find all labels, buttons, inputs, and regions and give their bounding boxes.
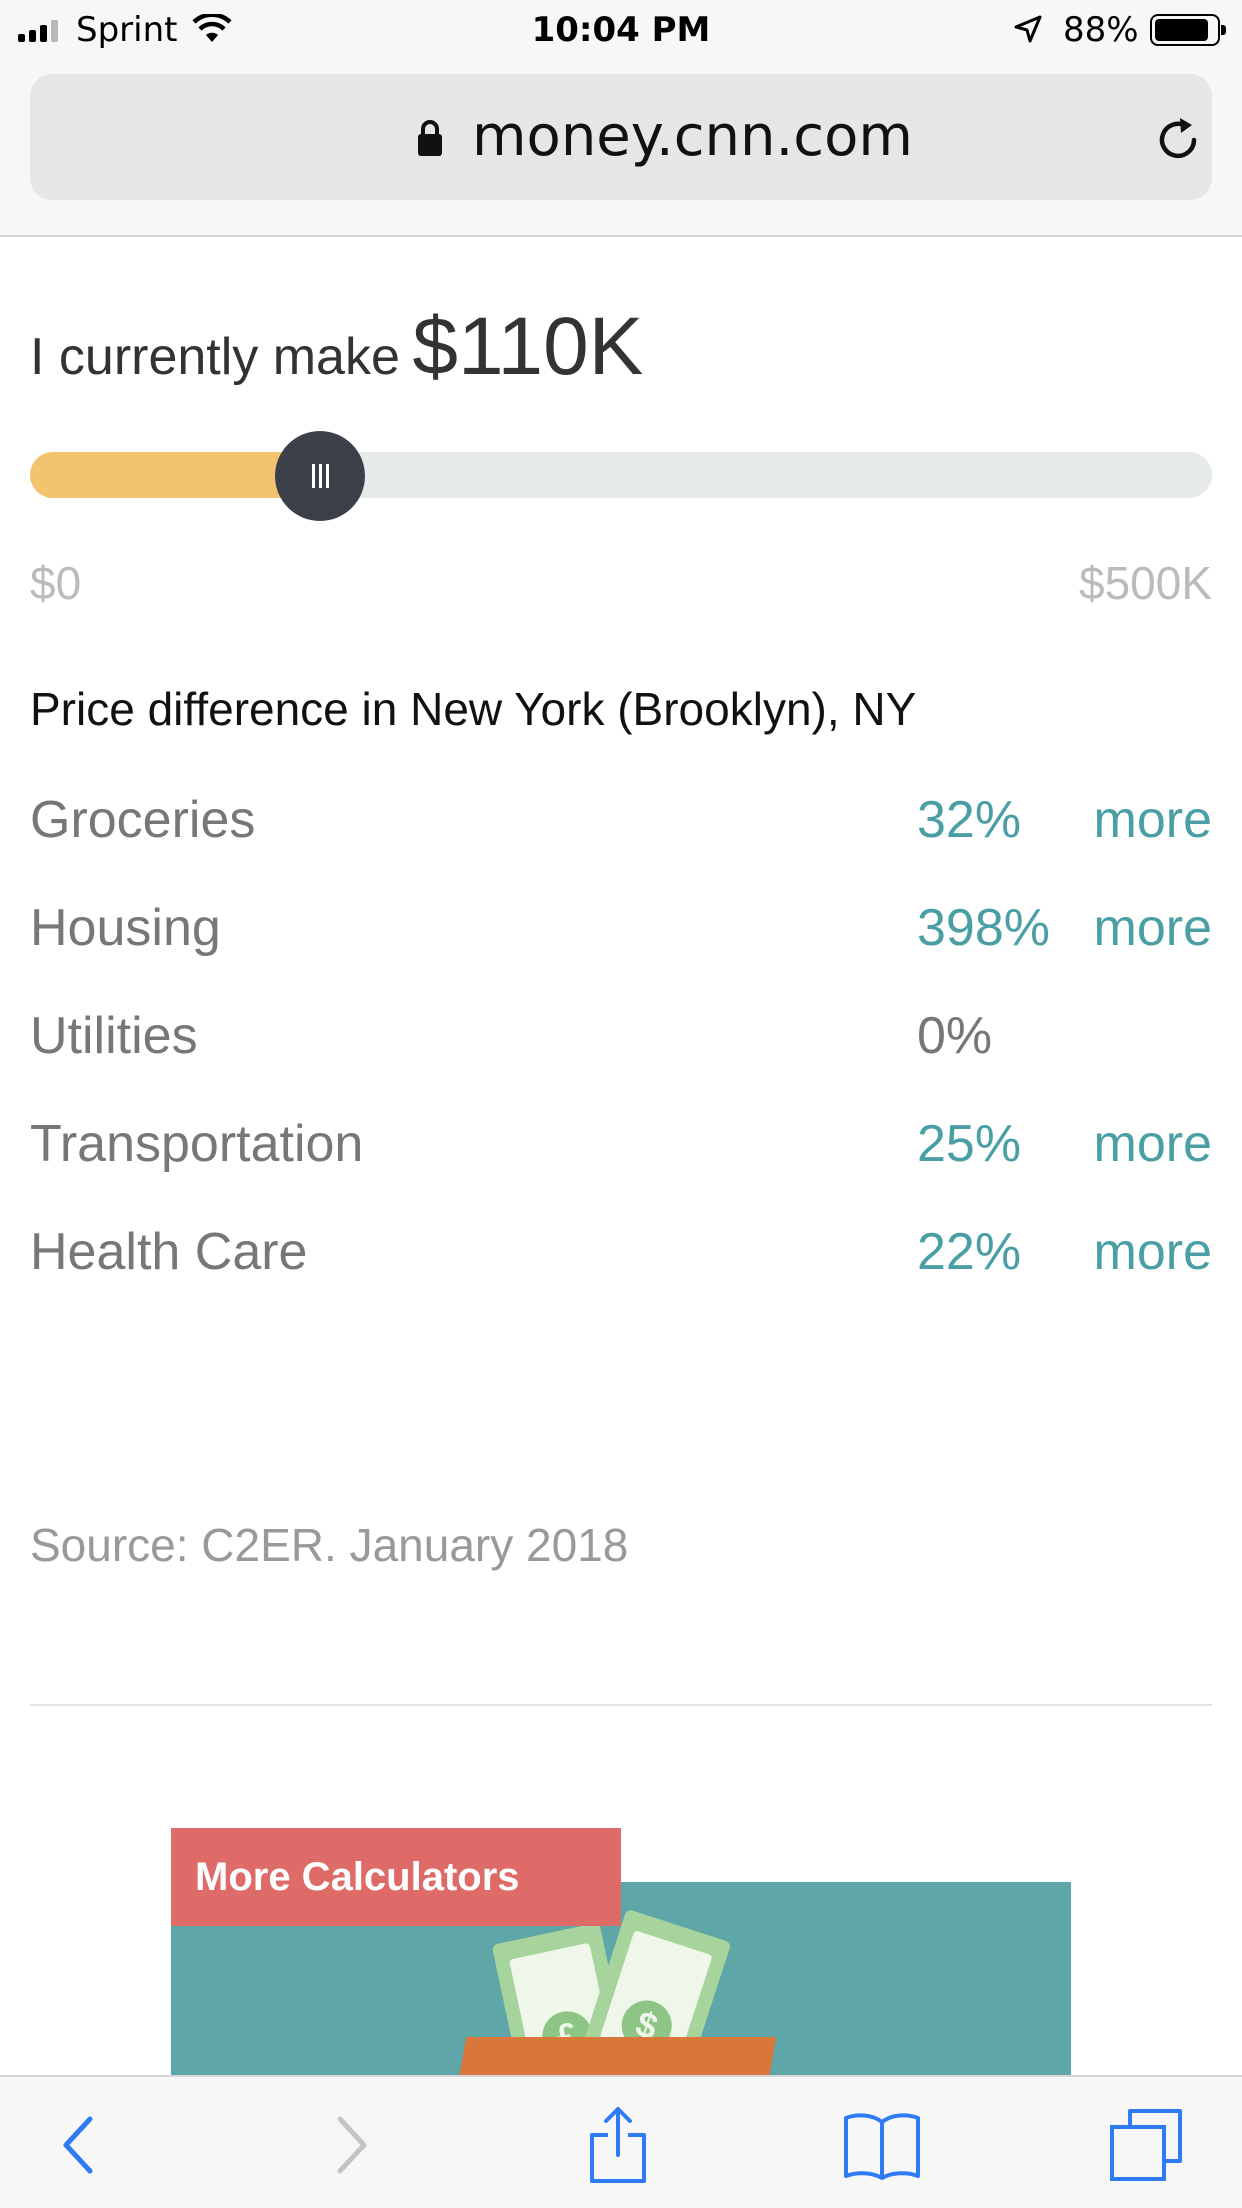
cost-row-transportation: Transportation 25% more: [30, 1114, 1212, 1222]
bookmarks-button[interactable]: [842, 2105, 922, 2185]
location-arrow-icon: [1014, 15, 1042, 43]
more-calculators-link[interactable]: More Calculators: [171, 1828, 621, 1926]
income-slider-track[interactable]: [30, 452, 1212, 498]
envelope-icon: [455, 2037, 777, 2075]
cost-row-health-care: Health Care 22% more: [30, 1222, 1212, 1330]
cost-category: Utilities: [30, 1007, 198, 1065]
source-note: Source: C2ER. January 2018: [30, 1519, 629, 1571]
battery-percent: 88%: [1063, 10, 1139, 50]
cost-category: Health Care: [30, 1223, 308, 1281]
price-difference-heading: Price difference in New York (Brooklyn),…: [30, 683, 917, 735]
forward-icon: [337, 2116, 367, 2174]
lock-icon: [418, 120, 442, 156]
cost-category: Transportation: [30, 1115, 364, 1173]
cost-direction: more: [1093, 791, 1212, 849]
cost-percent: 22%: [917, 1223, 1022, 1281]
back-icon: [63, 2116, 93, 2174]
wifi-icon: [192, 14, 232, 42]
cost-percent: 0%: [917, 1007, 993, 1065]
tabs-icon: [1110, 2109, 1182, 2181]
cost-direction: more: [1093, 899, 1212, 957]
income-slider-fill: [30, 452, 320, 498]
income-statement: I currently make $110K: [30, 300, 643, 394]
share-icon: [590, 2107, 646, 2183]
cost-row-utilities: Utilities 0%: [30, 1006, 1212, 1114]
status-bar: Sprint 10:04 PM 88%: [0, 0, 1242, 60]
grip-icon: [311, 464, 329, 488]
section-divider: [30, 1704, 1212, 1706]
battery-level: [1155, 19, 1208, 41]
forward-button[interactable]: [312, 2105, 392, 2185]
slider-max-label: $500K: [1078, 557, 1212, 609]
income-value: $110K: [412, 301, 644, 392]
signal-icon: [18, 18, 58, 42]
cost-comparison-table: Groceries 32% more Housing 398% more Uti…: [30, 790, 1212, 1330]
cost-category: Groceries: [30, 791, 256, 849]
battery-icon: [1150, 14, 1226, 46]
browser-toolbar: [0, 2075, 1242, 2208]
carrier-name: Sprint: [76, 10, 178, 50]
cost-percent: 25%: [917, 1115, 1022, 1173]
cost-row-groceries: Groceries 32% more: [30, 790, 1212, 898]
url-text: money.cnn.com: [472, 104, 913, 169]
share-button[interactable]: [578, 2105, 658, 2185]
cost-percent: 398%: [917, 899, 1050, 957]
slider-min-label: $0: [30, 557, 82, 609]
cost-direction: more: [1093, 1223, 1212, 1281]
tabs-button[interactable]: [1106, 2105, 1186, 2185]
url-field[interactable]: money.cnn.com: [30, 74, 1212, 200]
back-button[interactable]: [38, 2105, 118, 2185]
cost-direction: more: [1093, 1115, 1212, 1173]
browser-address-bar: money.cnn.com: [0, 60, 1242, 237]
cost-row-housing: Housing 398% more: [30, 898, 1212, 1006]
bookmarks-icon: [844, 2113, 920, 2180]
cost-category: Housing: [30, 899, 221, 957]
cost-percent: 32%: [917, 791, 1022, 849]
income-label: I currently make: [30, 328, 400, 386]
reload-icon[interactable]: [1150, 112, 1206, 168]
income-slider-thumb[interactable]: [275, 431, 365, 521]
status-time: 10:04 PM: [531, 10, 711, 50]
